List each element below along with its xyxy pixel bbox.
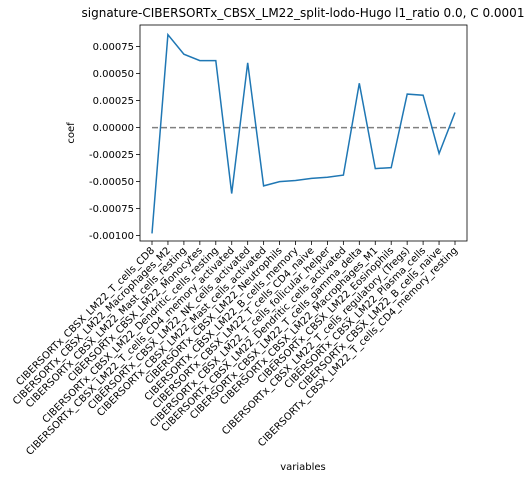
y-tick-label: 0.00000 <box>93 123 134 134</box>
y-tick-label: -0.00075 <box>89 204 134 215</box>
y-axis-label: coef <box>66 122 77 144</box>
plot-area: 0.00075 0.00050 0.00025 0.00000 -0.00025 -0.0… <box>11 24 468 458</box>
chart-title: signature-CIBERSORTx_CBSX_LM22_split-lod… <box>82 6 525 20</box>
y-tick-label: -0.00025 <box>89 150 134 161</box>
y-tick-label: -0.00100 <box>89 231 134 242</box>
y-tick-label: 0.00050 <box>93 69 134 80</box>
y-tick-label: -0.00050 <box>89 177 134 188</box>
series-line-0 <box>151 32 456 234</box>
x-axis-label: variables <box>280 462 326 473</box>
y-tick-label: 0.00075 <box>93 42 134 53</box>
y-tick-label: 0.00025 <box>93 96 134 107</box>
axes-frame <box>139 24 468 242</box>
